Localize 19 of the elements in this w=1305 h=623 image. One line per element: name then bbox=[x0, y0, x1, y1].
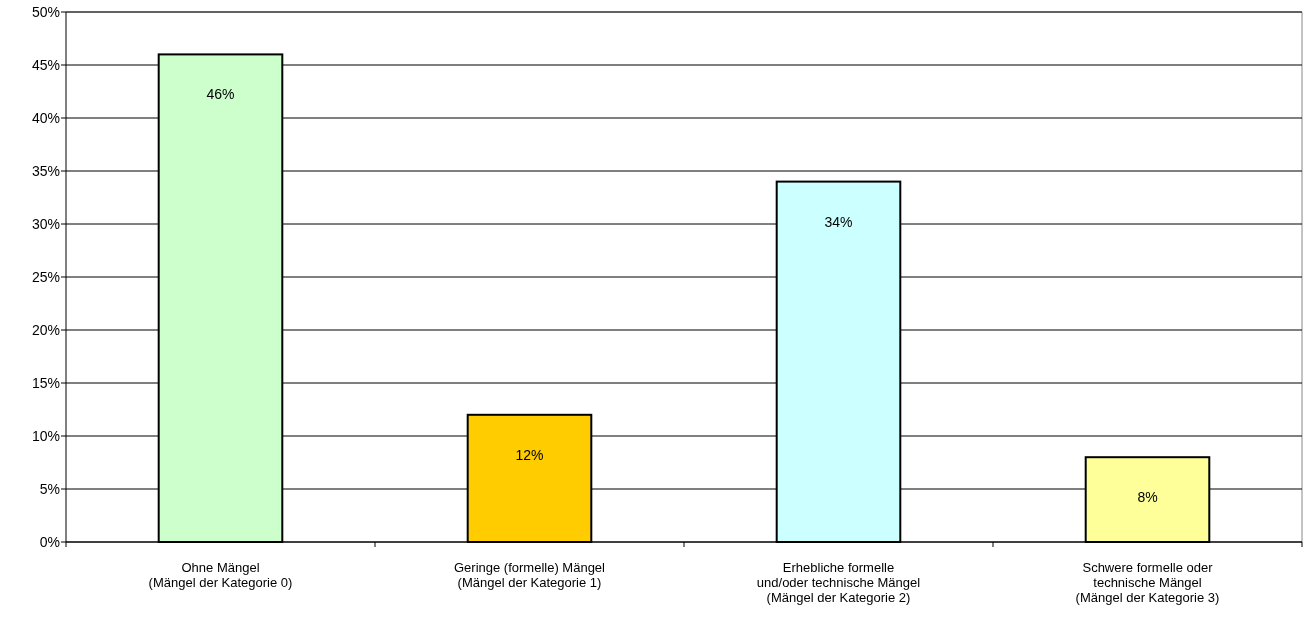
y-tick-label: 25% bbox=[31, 268, 60, 285]
data-label: 34% bbox=[824, 213, 853, 230]
y-tick-label: 5% bbox=[39, 480, 60, 497]
y-tick-label: 20% bbox=[31, 321, 60, 338]
y-tick-label: 15% bbox=[31, 374, 60, 391]
y-tick-label: 30% bbox=[31, 215, 60, 232]
x-tick-label: Ohne Mängel (Mängel der Kategorie 0) bbox=[148, 560, 293, 590]
y-tick-label: 0% bbox=[39, 533, 60, 550]
x-tick-label: Schwere formelle oder technische Mängel (Mängel der Kategorie 3) bbox=[1075, 560, 1220, 605]
x-tick-label: Geringe (formelle) Mängel (Mängel der Kategorie 1) bbox=[453, 560, 606, 590]
data-label: 46% bbox=[206, 86, 235, 103]
x-tick-label: Erhebliche formelle und/oder technische Mängel (Mängel der Kategorie 2) bbox=[756, 560, 921, 605]
y-tick-label: 10% bbox=[31, 427, 60, 444]
data-label: 8% bbox=[1137, 489, 1158, 506]
y-tick-label: 45% bbox=[31, 56, 60, 73]
y-tick-label: 35% bbox=[31, 162, 60, 179]
y-tick-label: 50% bbox=[31, 3, 60, 20]
y-tick-label: 40% bbox=[31, 109, 60, 126]
data-label: 12% bbox=[515, 446, 544, 463]
